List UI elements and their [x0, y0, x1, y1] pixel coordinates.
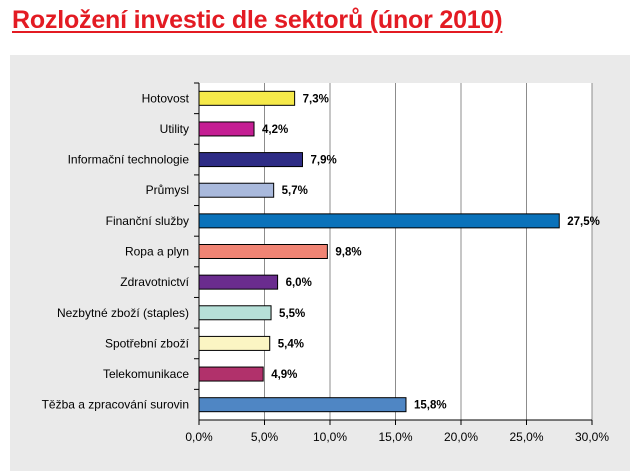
bar	[198, 244, 328, 259]
bar	[198, 90, 296, 106]
category-label: Spotřební zboží	[105, 336, 190, 350]
chart-panel: 0,0% 5,0% 10,0% 15,0% 20,0% 25,0% 30,0% Hotovos…	[10, 55, 630, 471]
bar-chart: 0,0% 5,0% 10,0% 15,0% 20,0% 25,0% 30,0% Hotovos…	[42, 82, 610, 444]
category-label: Utility	[160, 122, 189, 136]
bar	[198, 152, 303, 168]
bar	[198, 213, 560, 229]
category-label: Finanční služby	[106, 214, 189, 228]
value-label: 5,5%	[279, 308, 305, 320]
labels: 0,0% 5,0% 10,0% 15,0% 20,0% 25,0% 30,0% Hotovos…	[42, 91, 610, 444]
bar	[198, 305, 272, 321]
value-label: 4,9%	[271, 369, 297, 381]
value-label: 7,9%	[310, 155, 336, 167]
value-label: 27,5%	[567, 216, 600, 228]
value-label: 5,7%	[282, 185, 308, 197]
x-tick-label: 30,0%	[575, 430, 609, 444]
value-label: 4,2%	[262, 124, 288, 136]
bar	[198, 274, 279, 290]
value-label: 7,3%	[303, 93, 329, 105]
value-label: 5,4%	[278, 338, 304, 350]
value-label: 6,0%	[286, 277, 312, 289]
category-label: Průmysl	[146, 183, 189, 197]
x-tick-label: 10,0%	[313, 430, 347, 444]
page-title: Rozložení investic dle sektorů (únor 201…	[12, 6, 503, 34]
category-label: Zdravotnictví	[120, 275, 189, 289]
category-label: Telekomunikace	[103, 367, 189, 381]
bar	[198, 182, 275, 198]
category-label: Informační technologie	[68, 153, 190, 167]
bar	[198, 397, 407, 413]
bar	[198, 121, 255, 137]
category-label: Nezbytné zboží (staples)	[57, 306, 189, 320]
category-label: Těžba a zpracování surovin	[42, 398, 189, 412]
bar	[198, 366, 264, 382]
x-tick-label: 15,0%	[378, 430, 412, 444]
value-label: 9,8%	[335, 247, 361, 259]
x-tick-label: 5,0%	[251, 430, 279, 444]
category-label: Ropa a plyn	[125, 245, 189, 259]
category-label: Hotovost	[142, 91, 190, 105]
x-tick-label: 20,0%	[444, 430, 478, 444]
x-tick-label: 25,0%	[509, 430, 543, 444]
x-tick-label: 0,0%	[185, 430, 213, 444]
bar	[198, 335, 271, 351]
value-label: 15,8%	[414, 400, 447, 412]
axes	[194, 82, 593, 425]
